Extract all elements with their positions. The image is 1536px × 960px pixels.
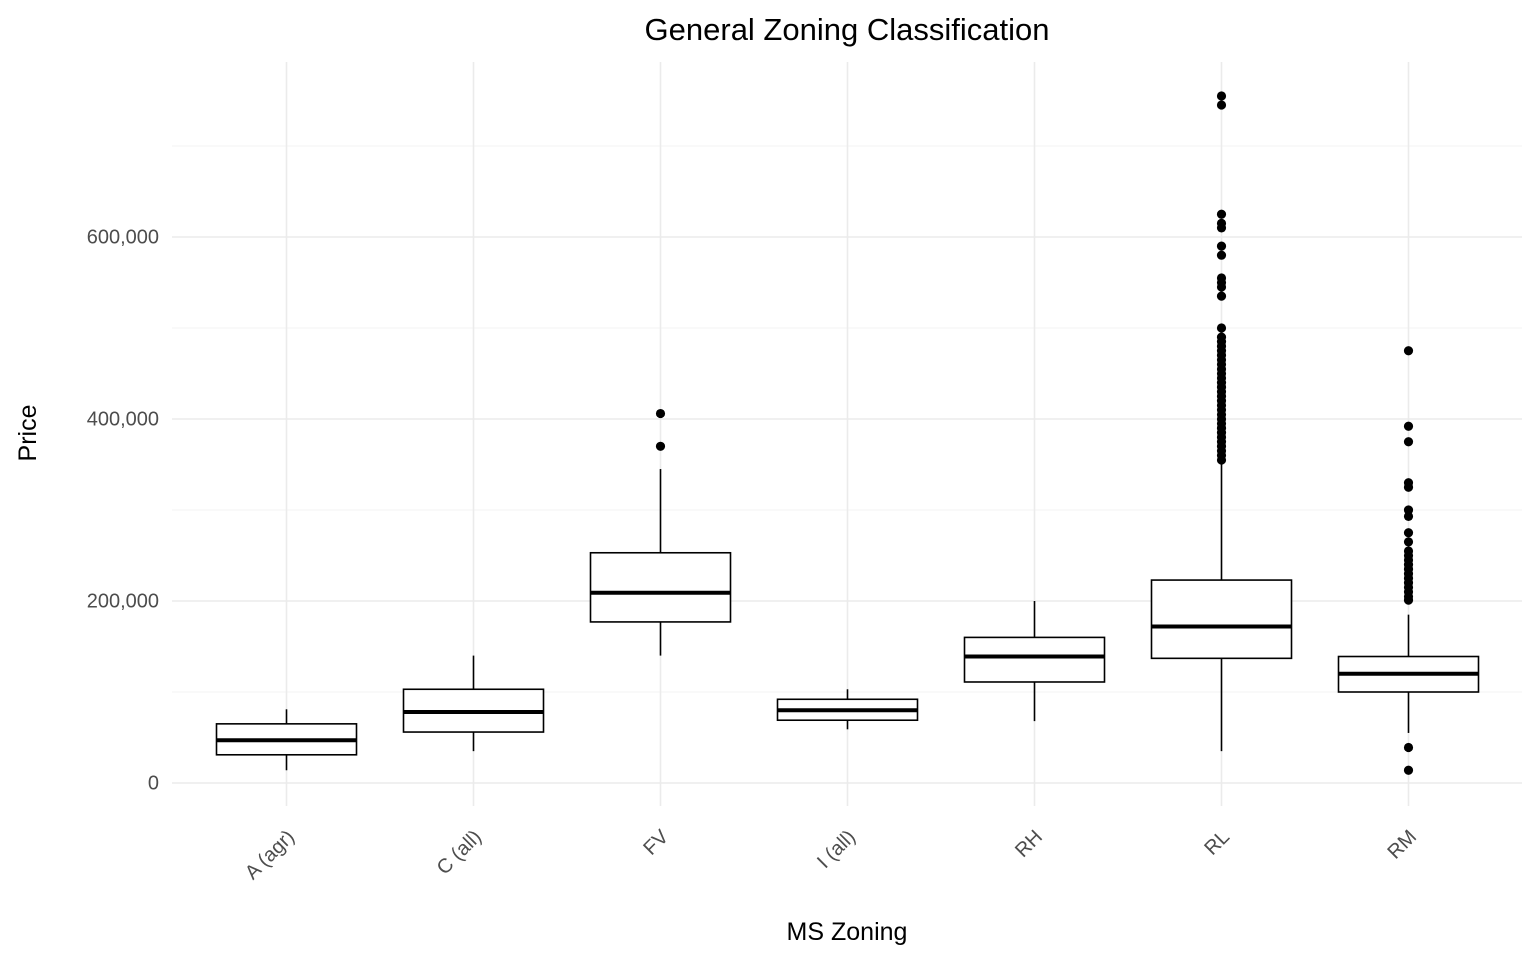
box-group (1150, 91, 1293, 752)
outlier-point (1403, 505, 1414, 515)
outlier-point (1403, 765, 1414, 775)
outlier-point (1403, 546, 1414, 556)
box-iqr (589, 551, 732, 623)
x-axis-title: MS Zoning (787, 918, 908, 946)
box-iqr (1150, 579, 1293, 660)
outlier-point (1216, 323, 1227, 333)
outlier-point (1403, 742, 1414, 753)
outlier-point (1216, 209, 1227, 219)
y-tick-label: 0 (148, 772, 159, 794)
box-group (1337, 346, 1480, 775)
outlier-point (1403, 537, 1414, 547)
box-group (589, 408, 732, 656)
x-tick-label: I (all) (813, 826, 860, 873)
box-group (402, 655, 545, 752)
outlier-point (1403, 511, 1414, 521)
outlier-point (655, 408, 666, 419)
y-tick-label: 600,000 (87, 226, 159, 248)
outlier-point (1216, 291, 1227, 301)
outlier-point (1403, 437, 1414, 447)
chart-title: General Zoning Classification (645, 12, 1050, 47)
outlier-point (1403, 478, 1414, 488)
box-group (776, 689, 919, 730)
x-axis: A (agr) C (all) FV I (all) RH RL RM (241, 826, 1421, 884)
outlier-point (1216, 273, 1227, 283)
box-group (215, 709, 358, 771)
x-tick-label: A (agr) (241, 826, 299, 884)
boxes-layer (215, 91, 1480, 775)
outlier-point (1403, 528, 1414, 538)
outlier-point (1216, 91, 1227, 101)
outlier-point (1403, 421, 1414, 431)
outlier-point (1216, 241, 1227, 251)
y-tick-label: 200,000 (87, 590, 159, 612)
x-tick-label: FV (639, 826, 673, 860)
x-tick-label: RL (1200, 826, 1234, 860)
outlier-point (1216, 332, 1227, 342)
box-iqr (963, 636, 1106, 683)
x-tick-label: C (all) (433, 826, 486, 879)
y-tick-label: 400,000 (87, 408, 159, 430)
x-tick-label: RH (1011, 826, 1047, 862)
outlier-point (1403, 346, 1414, 356)
outlier-point (1216, 218, 1227, 228)
outlier-point (1216, 100, 1227, 110)
y-axis-title: Price (14, 405, 42, 462)
x-tick-label: RM (1383, 826, 1421, 864)
box-group (963, 601, 1106, 722)
outlier-point (1216, 250, 1227, 260)
y-axis: 0 200,000 400,000 600,000 (87, 226, 159, 794)
outlier-point (655, 441, 666, 451)
